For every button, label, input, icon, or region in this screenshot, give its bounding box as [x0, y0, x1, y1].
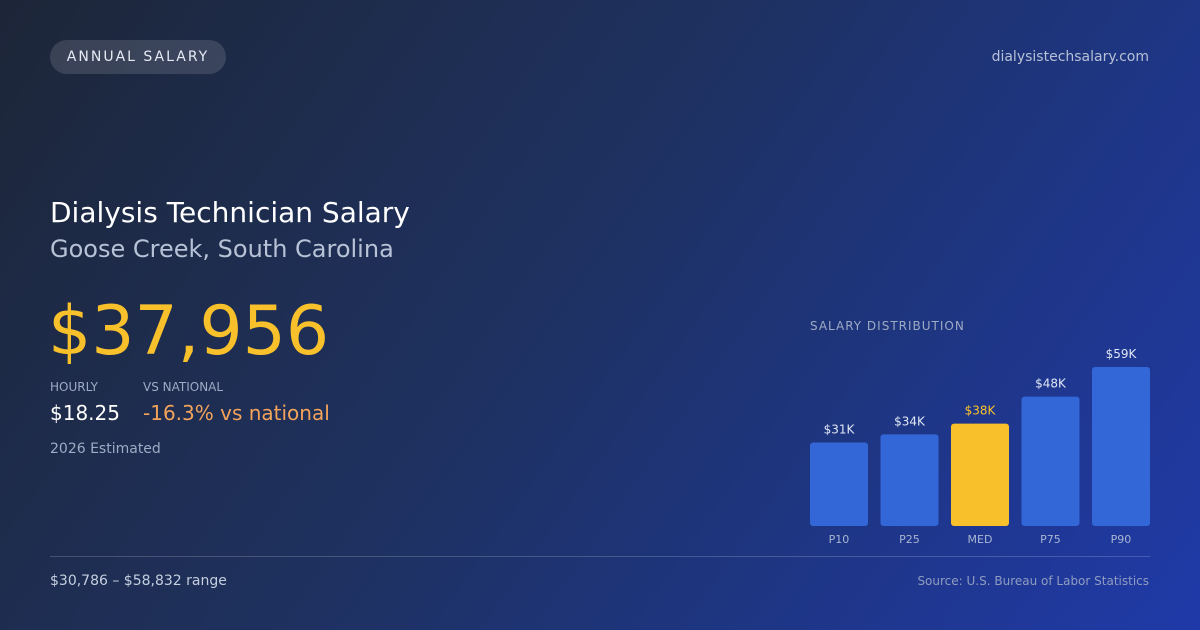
value-label: $59K [1106, 347, 1138, 361]
national-label: VS NATIONAL [143, 380, 224, 394]
national-value: -16.3% vs national [143, 401, 330, 425]
bar [1021, 396, 1080, 526]
range: $30,786 – $58,832 range [50, 573, 227, 589]
value-label: $31K [824, 422, 856, 436]
divider [50, 556, 1150, 557]
x-tick-label: P75 [1040, 533, 1061, 546]
source: Source: U.S. Bureau of Labor Statistics [917, 574, 1149, 588]
bar [880, 434, 939, 526]
value-label: $48K [1035, 377, 1067, 391]
bar [810, 442, 868, 526]
title: Dialysis Technician Salary [50, 196, 410, 229]
chart-title: SALARY DISTRIBUTION [810, 319, 965, 333]
subtitle: Goose Creek, South Carolina [50, 235, 394, 263]
badge: ANNUAL SALARY [50, 40, 226, 74]
hourly-label: HOURLY [50, 380, 99, 394]
x-tick-label: P25 [899, 533, 920, 546]
x-tick-label: P10 [829, 533, 850, 546]
value-label: $34K [894, 414, 926, 428]
x-tick-label: MED [968, 533, 993, 546]
bar [1092, 367, 1150, 526]
hourly-value: $18.25 [50, 401, 120, 425]
estimate-note: 2026 Estimated [50, 441, 161, 457]
x-tick-label: P90 [1111, 533, 1132, 546]
bar [951, 423, 1009, 526]
salary: $37,956 [48, 292, 330, 371]
value-label: $38K [965, 404, 997, 418]
domain: dialysistechsalary.com [991, 49, 1149, 65]
